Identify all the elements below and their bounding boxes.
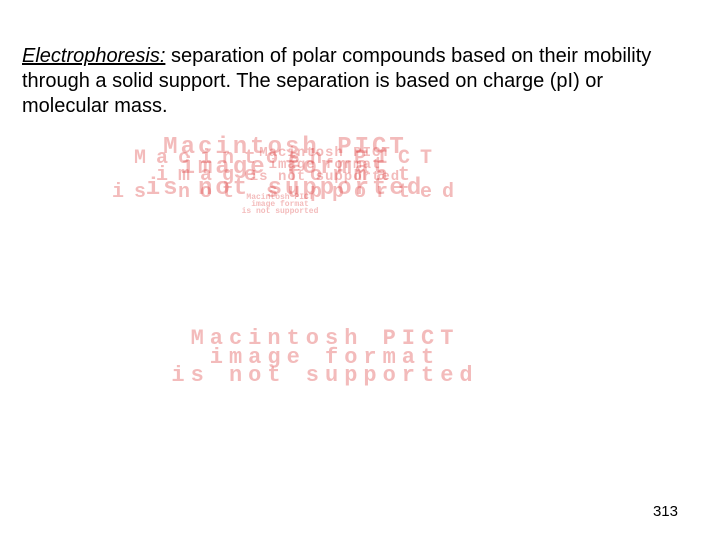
pict-placeholder-3: Macintosh PICT image format is not suppo… [68, 150, 508, 201]
pict-placeholder-2: Macintosh PICT image format is not suppo… [200, 148, 450, 184]
pict-placeholder-1: Macintosh PICT image format is not suppo… [95, 138, 475, 199]
page-number: 313 [653, 503, 678, 520]
pict-placeholder-5: Macintosh PICT image format is not suppo… [100, 330, 550, 386]
pict-placeholder-4: Macintosh PICT image format is not suppo… [240, 195, 320, 215]
body-paragraph: Electrophoresis: separation of polar com… [22, 44, 688, 119]
term-electrophoresis: Electrophoresis: [22, 45, 165, 67]
slide: Electrophoresis: separation of polar com… [0, 0, 720, 540]
